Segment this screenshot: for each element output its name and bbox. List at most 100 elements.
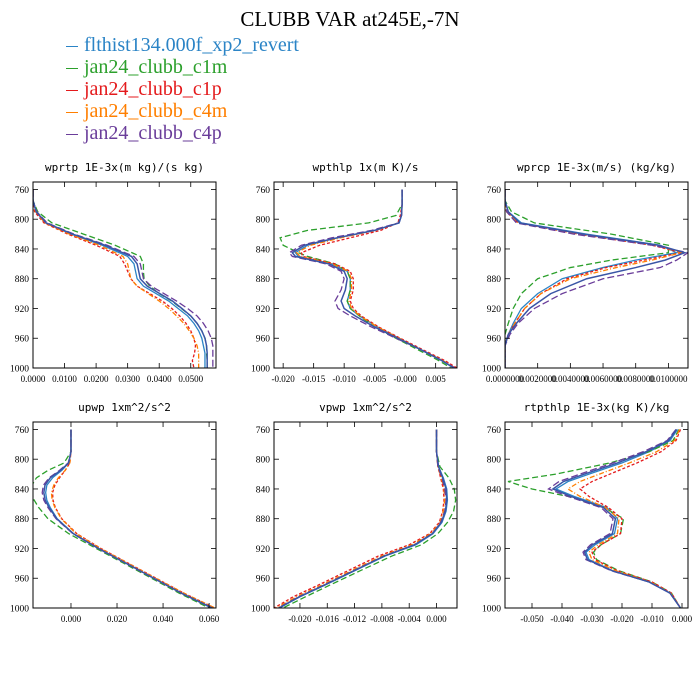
panel-frame (504, 181, 689, 369)
x-tick-label: 0.0060000 (584, 374, 623, 384)
x-tick-label: 0.000 (426, 614, 447, 624)
x-tick-label: -0.050 (520, 614, 544, 624)
y-tick-label: 960 (487, 575, 502, 585)
legend-item-c4m: jan24_clubb_c4m (62, 100, 299, 122)
x-tick-label: -0.005 (363, 374, 387, 384)
legend-swatch (66, 89, 78, 91)
figure-title: CLUBB VAR at245E,-7N (240, 7, 460, 31)
legend-label: jan24_clubb_c4m (84, 100, 228, 122)
x-tick-label: 0.000 (61, 614, 82, 624)
y-tick-label: 840 (256, 485, 271, 495)
series-line (279, 429, 449, 608)
series-line (294, 189, 455, 368)
x-tick-label: 0.0080000 (617, 374, 656, 384)
series-line (279, 189, 452, 368)
chart-panel: upwp 1xm^2/s^2 760 800 840 880 920 960 1000 0.00… (10, 401, 220, 624)
series-line (275, 429, 446, 608)
series-line (33, 189, 208, 368)
series-line (50, 429, 216, 608)
y-tick-label: 760 (487, 186, 502, 196)
y-tick-label: 840 (15, 245, 30, 255)
y-tick-label: 1000 (482, 365, 501, 375)
series-line (33, 189, 208, 368)
y-tick-label: 1000 (10, 365, 29, 375)
panel-frame (32, 181, 217, 369)
y-tick-label: 920 (15, 545, 30, 555)
series-line (578, 429, 682, 608)
x-tick-label: -0.000 (394, 374, 418, 384)
x-tick-label: -0.040 (550, 614, 574, 624)
y-tick-label: 840 (256, 245, 271, 255)
y-tick-label: 880 (15, 275, 30, 285)
y-tick-label: 1000 (10, 605, 29, 615)
chart-panel: wprcp 1E-3x(m/s) (kg/kg) 760 800 840 880 920 9… (482, 161, 689, 384)
y-tick-label: 960 (15, 335, 30, 345)
panel-frame (273, 181, 458, 369)
series-line (505, 189, 684, 368)
series-line (278, 429, 448, 608)
panel-title: rtpthlp 1E-3x(kg K)/kg (524, 401, 670, 414)
x-tick-label: 0.0040000 (551, 374, 590, 384)
x-tick-label: -0.020 (272, 374, 296, 384)
y-tick-label: 960 (487, 335, 502, 345)
y-tick-label: 840 (487, 245, 502, 255)
series-line (274, 429, 445, 608)
series-line (33, 189, 206, 368)
series-line (43, 429, 213, 608)
x-tick-label: -0.016 (316, 614, 340, 624)
y-tick-label: 1000 (482, 605, 501, 615)
x-tick-label: -0.030 (580, 614, 604, 624)
y-tick-label: 920 (487, 545, 502, 555)
y-tick-label: 880 (15, 515, 30, 525)
y-tick-label: 880 (487, 275, 502, 285)
y-tick-label: 800 (256, 456, 271, 466)
y-tick-label: 760 (256, 426, 271, 436)
chart-panel: vpwp 1xm^2/s^2 760 800 840 880 920 960 1000 -0.0… (251, 401, 458, 624)
y-tick-label: 960 (15, 575, 30, 585)
y-tick-label: 760 (487, 426, 502, 436)
legend-item-c1p: jan24_clubb_c1p (62, 78, 299, 100)
legend-item-flthist: flthist134.000f_xp2_revert (62, 34, 299, 56)
x-tick-label: -0.010 (333, 374, 357, 384)
legend-swatch (66, 45, 78, 47)
y-tick-label: 1000 (251, 365, 270, 375)
series-line (566, 429, 682, 608)
y-tick-label: 880 (487, 515, 502, 525)
y-tick-label: 800 (487, 216, 502, 226)
series-line (505, 189, 679, 368)
x-tick-label: -0.020 (610, 614, 634, 624)
x-tick-label: -0.015 (302, 374, 326, 384)
series-line (33, 189, 200, 368)
x-tick-label: 0.060 (199, 614, 220, 624)
panel-title: vpwp 1xm^2/s^2 (319, 401, 412, 414)
legend-item-c1m: jan24_clubb_c1m (62, 56, 299, 78)
x-tick-label: 0.0300 (115, 374, 140, 384)
x-tick-label: 0.0000000 (486, 374, 525, 384)
series-line (33, 189, 214, 368)
y-tick-label: 760 (15, 426, 30, 436)
chart-panel: rtpthlp 1E-3x(kg K)/kg 760 800 840 880 920 960… (482, 401, 693, 624)
y-tick-label: 960 (256, 575, 271, 585)
y-tick-label: 800 (487, 456, 502, 466)
legend-label: jan24_clubb_c4p (84, 122, 222, 144)
y-tick-label: 800 (256, 216, 271, 226)
y-tick-label: 800 (15, 456, 30, 466)
panel-title: wprtp 1E-3x(m kg)/(s kg) (45, 161, 204, 174)
x-tick-label: -0.012 (343, 614, 366, 624)
series-line (505, 189, 688, 368)
panel-title: wpthlp 1x(m K)/s (313, 161, 419, 174)
series-line (277, 429, 447, 608)
series-line (554, 429, 682, 608)
panel-frame (504, 421, 689, 609)
x-tick-label: 0.0100 (52, 374, 77, 384)
series-line (505, 189, 682, 368)
y-tick-label: 960 (256, 335, 271, 345)
legend-swatch (66, 67, 78, 69)
y-tick-label: 1000 (251, 605, 270, 615)
panel-frame (32, 421, 217, 609)
legend-swatch (66, 133, 78, 135)
series-line (505, 189, 670, 368)
y-tick-label: 760 (256, 186, 271, 196)
x-tick-label: 0.0500 (178, 374, 203, 384)
